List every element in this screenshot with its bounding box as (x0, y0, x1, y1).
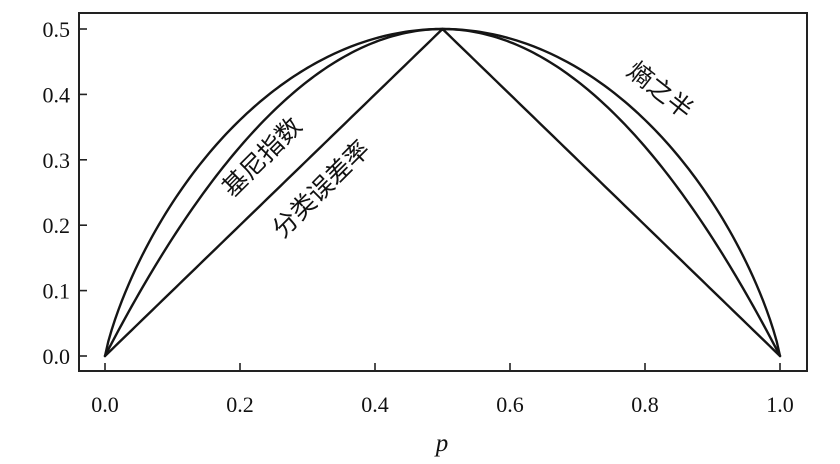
plot-frame (78, 12, 808, 372)
y-tick-label: 0.2 (43, 213, 71, 238)
y-tick-label: 0.5 (43, 17, 71, 42)
x-tick-label: 0.4 (361, 392, 389, 417)
x-tick-label: 0.2 (226, 392, 254, 417)
x-tick-label: 1.0 (766, 392, 794, 417)
curve-label-half-entropy: 熵之半 (622, 56, 699, 125)
y-tick-label: 0.0 (43, 344, 71, 369)
x-tick-label: 0.6 (496, 392, 524, 417)
series-error-rate (103, 27, 782, 358)
x-tick-label: 0.8 (631, 392, 659, 417)
series-half-entropy (103, 27, 782, 358)
y-axis: 0.0 0.1 0.2 0.3 0.4 0.5 (43, 17, 87, 369)
y-tick-label: 0.1 (43, 279, 71, 304)
x-axis-title: p (434, 430, 449, 457)
x-tick-label: 0.0 (91, 392, 119, 417)
series-gini-index (103, 27, 782, 358)
series-layer (103, 27, 782, 358)
x-axis: 0.0 0.2 0.4 0.6 0.8 1.0 (91, 363, 794, 417)
y-tick-label: 0.4 (43, 82, 71, 107)
y-tick-label: 0.3 (43, 148, 71, 173)
